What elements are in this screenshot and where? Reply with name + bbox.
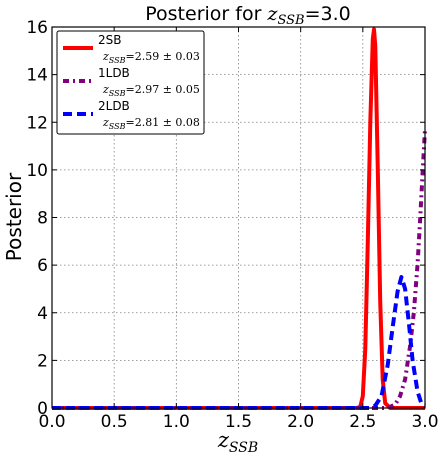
x-tick-label: 0.5	[101, 412, 128, 432]
legend-label: 1LDB	[98, 66, 130, 80]
y-tick-label: 16	[26, 18, 48, 38]
legend-label: 2LDB	[98, 99, 130, 113]
y-tick-label: 12	[26, 113, 48, 133]
y-tick-label: 6	[37, 256, 48, 276]
chart-title: Posterior for zSSB=3.0	[145, 3, 350, 28]
y-tick-label: 2	[37, 351, 48, 371]
x-tick-label: 0.0	[38, 412, 65, 432]
series-lines	[52, 27, 427, 410]
legend-estimate: zSSB=2.59 ± 0.03	[102, 50, 200, 65]
axis-ticks: 0.0 0.5 1.0 1.5 2.0 2.5 3.0 0 2 4 6 8 10 12 14 16	[26, 18, 438, 432]
x-tick-label: 1.5	[225, 412, 252, 432]
y-axis-title: Posterior	[2, 172, 26, 261]
y-tick-label: 0	[37, 399, 48, 419]
y-tick-label: 14	[26, 66, 48, 86]
x-tick-label: 2.0	[287, 412, 314, 432]
series-line-2ldb	[52, 275, 427, 410]
y-tick-label: 4	[37, 304, 48, 324]
legend-label: 2SB	[98, 33, 121, 47]
legend-box	[56, 30, 205, 135]
x-tick-label: 2.5	[349, 412, 376, 432]
y-tick-label: 10	[26, 161, 48, 181]
legend-estimate: zSSB=2.97 ± 0.05	[102, 83, 200, 98]
x-axis-title: zSSB	[217, 428, 258, 456]
legend-estimate: zSSB=2.81 ± 0.08	[102, 116, 200, 131]
y-tick-label: 8	[37, 209, 48, 229]
x-tick-label: 3.0	[411, 412, 438, 432]
x-tick-label: 1.0	[163, 412, 190, 432]
